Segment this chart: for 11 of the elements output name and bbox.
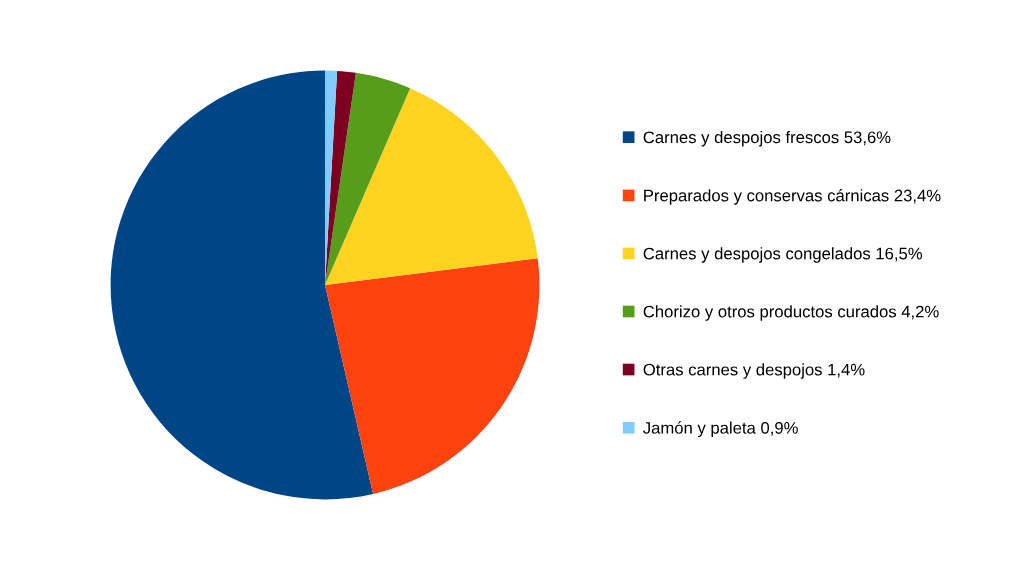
pie-slice <box>325 72 411 285</box>
legend-label: Jamón y paleta 0,9% <box>643 421 798 438</box>
pie-slice <box>325 258 540 494</box>
pie-slice <box>110 70 374 500</box>
legend-label: Otras carnes y despojos 1,4% <box>643 363 865 379</box>
legend-label: Chorizo y otros productos curados 4,2% <box>643 305 939 321</box>
legend-label: Preparados y conservas cárnicas 23,4% <box>644 188 941 205</box>
legend-label: Carnes y despojos congelados 16,5% <box>643 247 923 263</box>
pie-slice <box>325 70 356 285</box>
pie-slice <box>325 88 538 285</box>
legend-label: Carnes y despojos frescos 53,6% <box>643 130 891 147</box>
